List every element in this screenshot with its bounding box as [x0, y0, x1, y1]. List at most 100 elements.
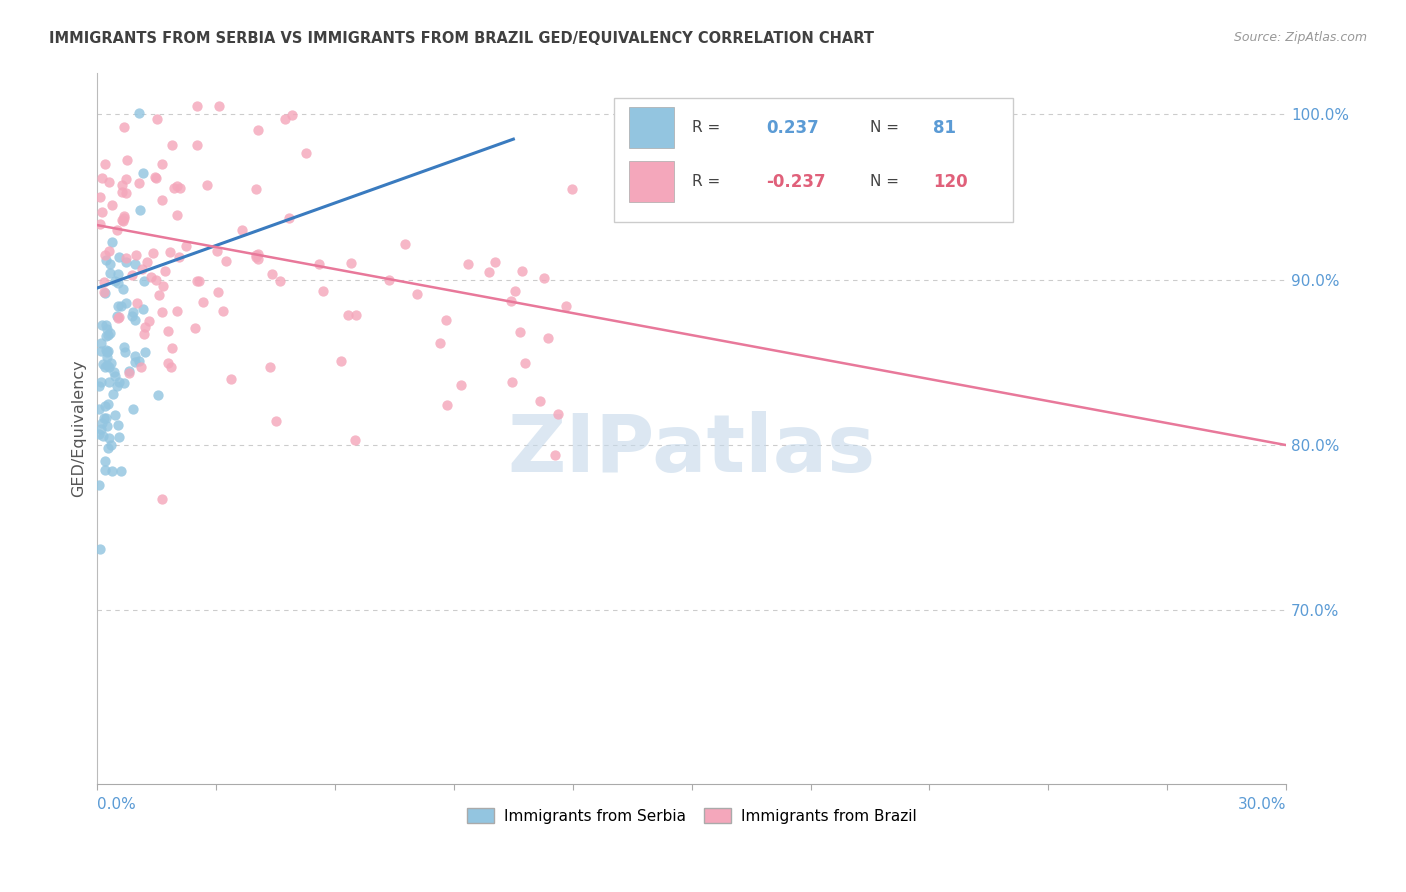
Point [97, 343, 120, 358]
Point [107, 310, 129, 325]
Point [134, 344, 156, 359]
Point [97, 175, 120, 189]
Point [98, 266, 121, 280]
Point [89, 190, 111, 204]
Point [128, 354, 150, 368]
Point [89, 217, 111, 231]
Point [100, 257, 122, 271]
Point [90, 336, 112, 351]
Point [245, 251, 267, 265]
Point [107, 299, 129, 313]
Point [124, 349, 146, 363]
Point [186, 99, 208, 113]
Point [125, 295, 148, 310]
Point [246, 123, 269, 137]
Point [96, 350, 118, 364]
Point [115, 153, 138, 167]
Point [115, 252, 138, 266]
Point [121, 268, 143, 282]
Point [394, 237, 416, 252]
Point [103, 365, 125, 379]
Point [308, 257, 330, 271]
Point [94, 318, 117, 333]
Point [146, 388, 169, 402]
Point [112, 376, 135, 390]
Point [211, 304, 233, 318]
Point [101, 198, 124, 212]
Point [101, 464, 124, 478]
Point [87, 379, 110, 393]
Point [146, 112, 169, 126]
Text: 120: 120 [934, 173, 967, 191]
Point [97, 327, 120, 342]
Point [499, 293, 522, 308]
Point [97, 441, 120, 455]
Point [112, 120, 135, 134]
Point [344, 433, 367, 447]
Point [132, 166, 155, 180]
Point [103, 386, 125, 401]
Point [337, 308, 360, 322]
Point [121, 310, 143, 324]
Legend: Immigrants from Serbia, Immigrants from Brazil: Immigrants from Serbia, Immigrants from … [461, 802, 922, 830]
Point [93, 453, 115, 467]
Point [87, 402, 110, 417]
Point [94, 253, 117, 268]
Text: -0.237: -0.237 [766, 173, 827, 191]
Point [93, 463, 115, 477]
Point [162, 181, 184, 195]
Point [145, 171, 167, 186]
Point [111, 213, 134, 227]
Point [112, 211, 135, 225]
Point [554, 299, 576, 313]
Point [131, 262, 153, 277]
Point [89, 542, 111, 557]
Text: ZIPatlas: ZIPatlas [508, 411, 876, 489]
Text: 30.0%: 30.0% [1237, 797, 1286, 813]
Point [94, 248, 117, 262]
Point [150, 305, 173, 319]
Point [377, 272, 399, 286]
Point [96, 358, 118, 372]
Point [184, 321, 207, 335]
Point [100, 356, 122, 370]
Text: 0.237: 0.237 [766, 119, 820, 136]
Point [104, 274, 127, 288]
Point [141, 270, 163, 285]
Point [167, 250, 190, 264]
Point [537, 331, 560, 345]
Point [115, 295, 138, 310]
Point [145, 273, 167, 287]
Point [98, 359, 121, 374]
Point [105, 222, 128, 236]
Point [108, 429, 131, 443]
Point [104, 368, 127, 383]
Text: Source: ZipAtlas.com: Source: ZipAtlas.com [1233, 31, 1367, 45]
Point [122, 305, 145, 319]
Point [160, 359, 183, 374]
Point [533, 270, 555, 285]
Point [128, 176, 150, 190]
Bar [628, 161, 673, 202]
Point [112, 282, 135, 296]
Point [269, 274, 291, 288]
Point [129, 359, 152, 374]
Point [134, 320, 156, 334]
Point [98, 375, 121, 389]
Point [110, 178, 132, 193]
Bar [628, 107, 673, 148]
Point [128, 105, 150, 120]
Point [160, 341, 183, 355]
Point [434, 312, 457, 326]
Point [245, 248, 267, 262]
Point [484, 255, 506, 269]
Point [112, 340, 135, 354]
Point [93, 276, 115, 290]
Point [125, 248, 148, 262]
Point [169, 181, 191, 195]
Point [105, 379, 128, 393]
Point [114, 345, 136, 359]
Point [510, 263, 533, 277]
Point [150, 194, 173, 208]
Point [166, 304, 188, 318]
